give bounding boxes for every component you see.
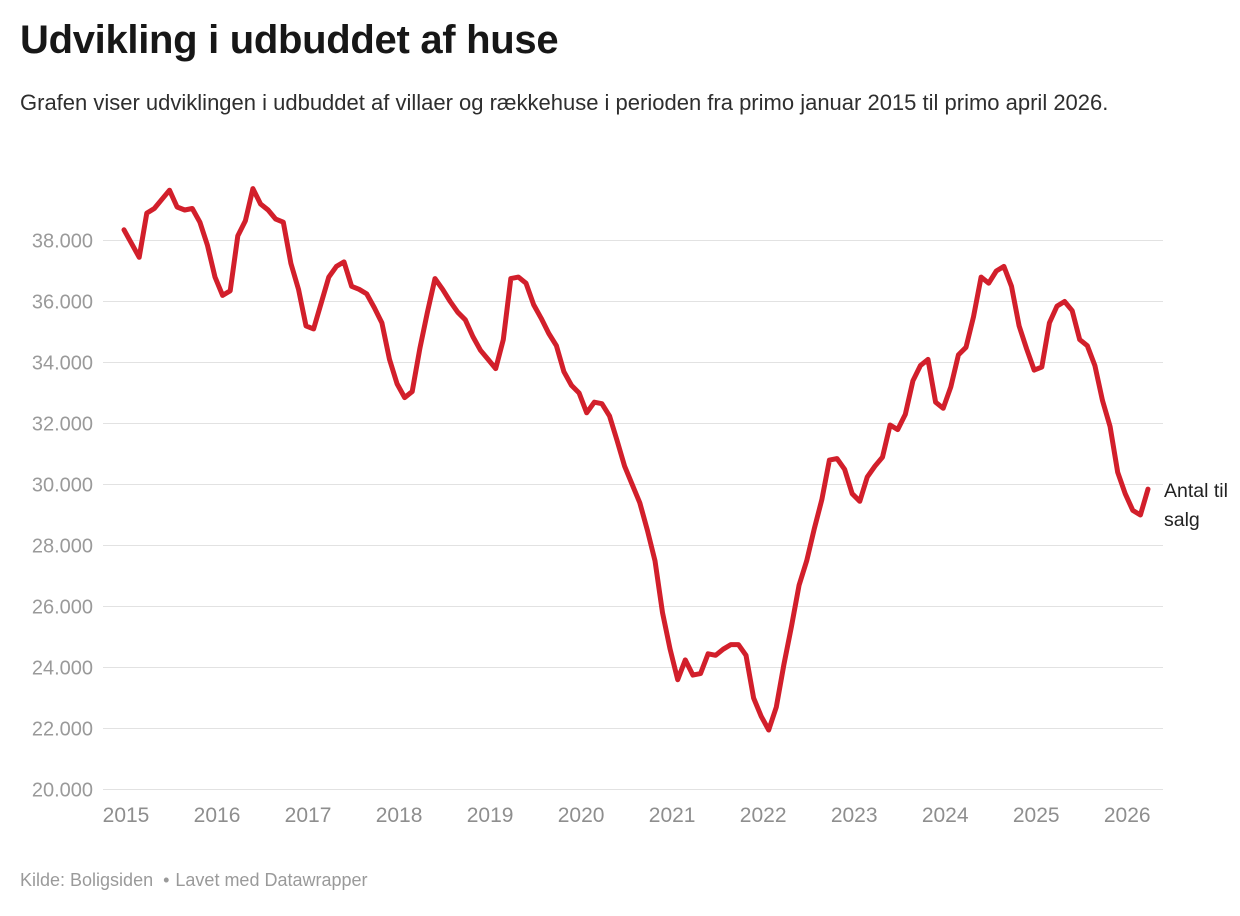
x-axis-tick-label: 2022 xyxy=(740,804,787,827)
x-axis-tick-label: 2026 xyxy=(1104,804,1151,827)
x-axis-tick-label: 2023 xyxy=(831,804,878,827)
x-axis-tick-label: 2025 xyxy=(1013,804,1060,827)
x-axis-tick-label: 2020 xyxy=(558,804,605,827)
chart-footer: Kilde: Boligsiden • Lavet med Datawrapper xyxy=(20,870,368,891)
chart-header: Udvikling i udbuddet af huse Grafen vise… xyxy=(20,18,1108,118)
series-label: Antal til salg xyxy=(1164,480,1228,531)
y-axis-tick-label: 34.000 xyxy=(32,353,93,375)
y-axis-tick-label: 22.000 xyxy=(32,719,93,741)
y-axis-tick-label: 28.000 xyxy=(32,536,93,558)
y-axis-tick-label: 24.000 xyxy=(32,658,93,680)
source-label: Kilde: Boligsiden xyxy=(20,870,154,890)
y-axis-tick-label: 30.000 xyxy=(32,475,93,497)
y-axis-tick-label: 26.000 xyxy=(32,597,93,619)
chart-description: Grafen viser udviklingen i udbuddet af v… xyxy=(20,90,1109,115)
x-axis-tick-label: 2018 xyxy=(376,804,423,827)
x-axis-tick-label: 2024 xyxy=(922,804,969,827)
y-axis-tick-label: 38.000 xyxy=(32,231,93,253)
x-axis-tick-label: 2016 xyxy=(194,804,241,827)
y-axis-tick-label: 20.000 xyxy=(32,780,93,802)
x-axis-tick-label: 2017 xyxy=(285,804,332,827)
series-line xyxy=(121,186,1151,733)
attribution-label: Lavet med Datawrapper xyxy=(175,870,368,890)
chart-title: Udvikling i udbuddet af huse xyxy=(20,18,559,62)
x-axis-tick-label: 2015 xyxy=(103,804,150,827)
x-axis-tick-label: 2021 xyxy=(649,804,696,827)
bullet-separator: • xyxy=(163,870,170,890)
y-axis-tick-label: 36.000 xyxy=(32,292,93,314)
x-axis-tick-label: 2019 xyxy=(467,804,514,827)
y-axis-tick-label: 32.000 xyxy=(32,414,93,436)
